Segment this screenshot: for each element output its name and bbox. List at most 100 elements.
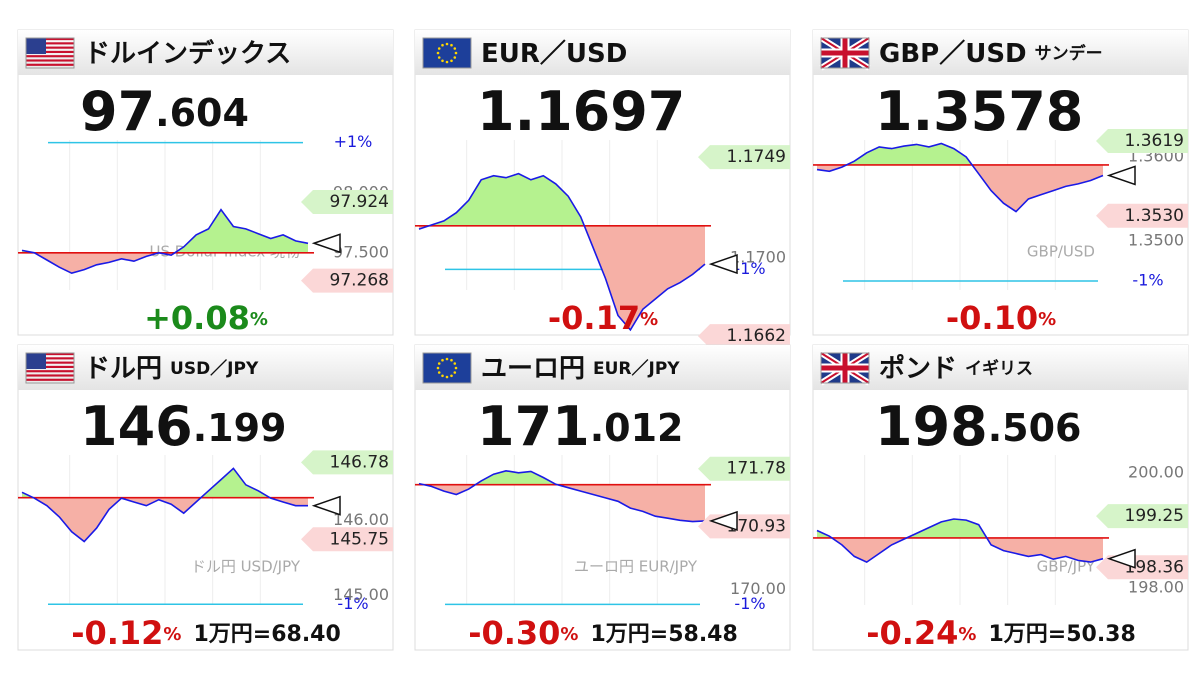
low-tag [698, 324, 790, 349]
high-tag [698, 145, 790, 170]
current-marker [708, 254, 738, 275]
tick-label: 1.3500 [1128, 231, 1184, 250]
change-unit: % [250, 309, 268, 330]
high-label: 199.25 [1125, 506, 1184, 526]
panel: GBP／USD サンデー1.3578-1%GBP/USD1.36001.35001… [812, 29, 1189, 337]
low-tag [301, 268, 393, 293]
yen-note: 1万円=50.38 [988, 622, 1135, 647]
low-label: 97.268 [330, 271, 389, 291]
panel-header [415, 345, 790, 390]
title-text: ドル円 [84, 354, 162, 384]
flag [423, 38, 471, 68]
subtitle-text: イギリス [965, 359, 1033, 379]
price-line [816, 518, 1104, 564]
change-unit: % [163, 624, 181, 645]
panel-header [813, 345, 1188, 390]
panel-header [18, 345, 393, 390]
title-text: ポンド [879, 353, 957, 384]
watermark: ユーロ円 EUR/JPY [574, 558, 698, 576]
price-dec: .199 [193, 406, 287, 450]
change-value: -0.24 [866, 614, 958, 652]
change-unit: % [1038, 309, 1056, 330]
flag-border [25, 37, 75, 69]
panel-title: EUR／USD [481, 39, 627, 69]
area-below [419, 484, 705, 522]
price: 1.3578 [875, 80, 1083, 143]
high-label: 1.1749 [727, 147, 786, 167]
area-below [33, 497, 308, 542]
watermark: GBP/USD [1027, 243, 1095, 261]
yen-note: 1万円=68.40 [193, 622, 340, 647]
change: -0.12% 1万円=68.40 [71, 614, 341, 652]
low-label: 1.3530 [1125, 206, 1184, 226]
change: -0.30% 1万円=58.48 [468, 614, 738, 652]
low-tag [1096, 203, 1188, 228]
low-label: 170.93 [727, 516, 786, 536]
price-int: 146 [80, 395, 193, 458]
tick-label: 145.00 [333, 585, 389, 604]
panel-title: ドルインデックス [84, 38, 291, 69]
price-int: 1.1697 [477, 80, 685, 143]
panel-title: ポンド イギリス [879, 353, 1033, 384]
change-value: -0.12 [71, 614, 163, 652]
subtitle-text: USD／JPY [170, 358, 259, 379]
watermark: GBP/JPY [1037, 558, 1096, 576]
flag [423, 353, 471, 383]
pct-label: -1% [734, 594, 765, 613]
current-marker [1106, 165, 1136, 186]
area-above [817, 519, 1103, 538]
subtitle-text: EUR／JPY [593, 358, 680, 379]
flag-border [820, 352, 870, 384]
change-value: +0.08 [144, 299, 250, 337]
pct-label: -1% [734, 259, 765, 278]
current-marker [1106, 548, 1136, 569]
change-unit: % [560, 624, 578, 645]
price: 198.506 [875, 395, 1082, 458]
flag [819, 350, 871, 386]
tick-label: 146.00 [333, 510, 389, 529]
change-value: -0.10 [946, 299, 1038, 337]
high-label: 171.78 [727, 459, 786, 479]
price-int: 198 [875, 395, 988, 458]
tick-label: 1.1700 [730, 247, 786, 266]
panel-header [415, 30, 790, 75]
area-above [22, 468, 308, 498]
panel-title: GBP／USD サンデー [879, 39, 1103, 69]
pct-label: -1% [1132, 271, 1163, 290]
title-text: EUR／USD [481, 39, 627, 69]
price-dec: .604 [155, 91, 249, 135]
flag [26, 38, 74, 66]
flag-border [422, 37, 472, 69]
price-line [418, 172, 706, 332]
low-label: 145.75 [330, 529, 389, 549]
price: 1.1697 [477, 80, 685, 143]
price-int: 171 [477, 395, 590, 458]
area-above [22, 209, 308, 253]
price-dec: .012 [590, 406, 684, 450]
price: 171.012 [477, 395, 684, 458]
flag [26, 353, 74, 381]
area-below [419, 225, 705, 330]
pct-label: -1% [337, 594, 368, 613]
low-label: 1.1662 [727, 326, 786, 346]
panel-header [18, 30, 393, 75]
yen-note: 1万円=58.48 [590, 622, 737, 647]
flag-border [25, 352, 75, 384]
price-line [816, 142, 1104, 213]
change: -0.17% [548, 299, 658, 337]
flag-border [422, 352, 472, 384]
flag-border [820, 37, 870, 69]
high-tag [301, 450, 393, 475]
change-value: -0.30 [468, 614, 560, 652]
change: -0.24% 1万円=50.38 [866, 614, 1136, 652]
panel-title: ドル円 USD／JPY [84, 354, 259, 384]
current-marker [311, 233, 341, 254]
flag [819, 35, 871, 71]
high-label: 97.924 [330, 192, 389, 212]
panel-bg [812, 344, 1189, 651]
high-tag [1096, 504, 1188, 529]
high-tag [698, 456, 790, 481]
